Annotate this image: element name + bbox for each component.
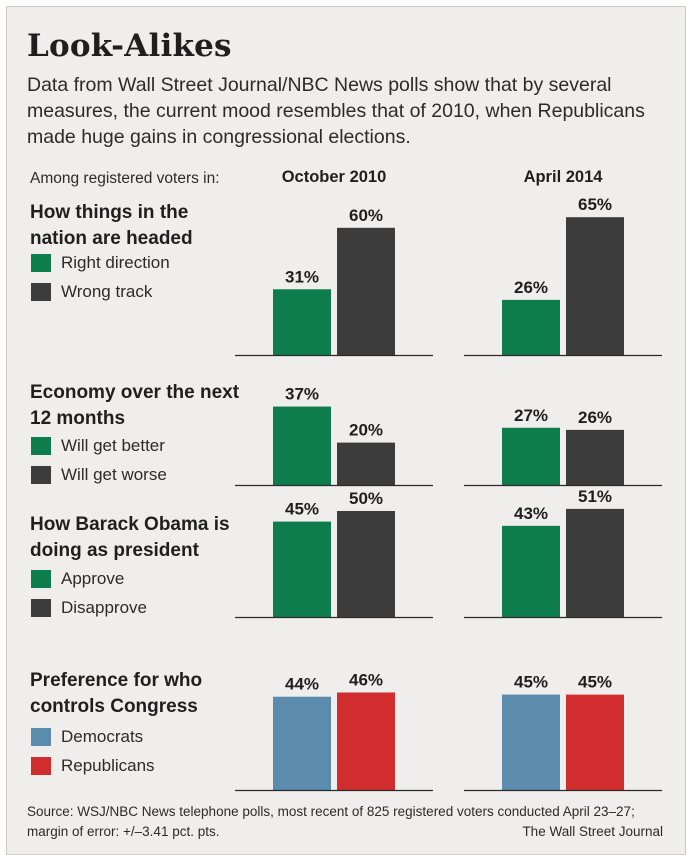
column-header-april-2014: April 2014 xyxy=(523,168,603,186)
bar-right-direction-october-2010 xyxy=(273,289,331,355)
panel-title-nation-direction: How things in the nation are headed xyxy=(30,202,193,249)
bar-will-get-better-october-2010 xyxy=(273,406,331,485)
data-label-will-get-better-october-2010: 37% xyxy=(285,385,319,404)
legend-swatch xyxy=(31,466,51,484)
data-label-wrong-track-april-2014: 65% xyxy=(578,195,612,214)
bar-republicans-april-2014 xyxy=(566,694,624,790)
chart-title: Look-Alikes xyxy=(27,28,232,64)
legend-swatch xyxy=(31,437,51,455)
data-label-right-direction-april-2014: 26% xyxy=(514,278,548,297)
among-label: Among registered voters in: xyxy=(30,170,220,187)
legend-label: Wrong track xyxy=(61,282,153,301)
bar-wrong-track-april-2014 xyxy=(566,217,624,355)
legend-item-democrats: Democrats xyxy=(31,726,143,748)
data-label-democrats-october-2010: 44% xyxy=(285,675,319,694)
legend-label: Republicans xyxy=(61,756,155,775)
data-label-right-direction-october-2010: 31% xyxy=(285,267,319,286)
data-label-republicans-october-2010: 46% xyxy=(349,670,383,689)
legend-swatch xyxy=(31,599,51,617)
legend-label: Right direction xyxy=(61,253,170,272)
legend-swatch xyxy=(31,728,51,746)
chart-footer: Source: WSJ/NBC News telephone polls, mo… xyxy=(27,802,667,842)
legend-swatch xyxy=(31,570,51,588)
bar-right-direction-april-2014 xyxy=(502,299,560,355)
legend-swatch xyxy=(31,757,51,775)
legend-label: Democrats xyxy=(61,727,144,746)
data-label-disapprove-october-2010: 50% xyxy=(349,489,383,508)
legend-item-right-direction: Right direction xyxy=(31,252,170,274)
legend-item-will-get-worse: Will get worse xyxy=(31,464,167,486)
bar-democrats-april-2014 xyxy=(502,694,560,790)
panel-title-economy: Economy over the next 12 months xyxy=(30,382,240,429)
legend-label: Will get worse xyxy=(61,465,167,484)
legend-item-disapprove: Disapprove xyxy=(31,597,147,619)
bar-approve-october-2010 xyxy=(273,521,331,617)
data-label-will-get-better-april-2014: 27% xyxy=(514,406,548,425)
bar-approve-april-2014 xyxy=(502,525,560,617)
data-label-approve-october-2010: 45% xyxy=(285,500,319,519)
bar-will-get-better-april-2014 xyxy=(502,427,560,485)
legend-swatch xyxy=(31,283,51,301)
legend-item-republicans: Republicans xyxy=(31,755,155,777)
legend-item-wrong-track: Wrong track xyxy=(31,281,152,303)
bar-wrong-track-october-2010 xyxy=(337,227,395,355)
bar-will-get-worse-october-2010 xyxy=(337,442,395,485)
legend-label: Approve xyxy=(61,569,125,588)
bar-will-get-worse-april-2014 xyxy=(566,429,624,485)
data-label-will-get-worse-april-2014: 26% xyxy=(578,408,612,427)
data-label-wrong-track-october-2010: 60% xyxy=(349,206,383,225)
legend-label: Will get better xyxy=(61,436,165,455)
panel-title-congress-preference: Preference for who controls Congress xyxy=(30,670,203,717)
legend-item-approve: Approve xyxy=(31,568,124,590)
bar-democrats-october-2010 xyxy=(273,696,331,790)
data-label-democrats-april-2014: 45% xyxy=(514,673,548,692)
bar-republicans-october-2010 xyxy=(337,692,395,790)
data-label-disapprove-april-2014: 51% xyxy=(578,487,612,506)
bar-disapprove-october-2010 xyxy=(337,511,395,617)
source-note: Source: WSJ/NBC News telephone polls, mo… xyxy=(27,804,635,839)
data-label-republicans-april-2014: 45% xyxy=(578,673,612,692)
data-label-will-get-worse-october-2010: 20% xyxy=(349,421,383,440)
chart-subtitle: Data from Wall Street Journal/NBC News p… xyxy=(27,74,645,148)
legend-label: Disapprove xyxy=(61,598,147,617)
legend-swatch xyxy=(31,254,51,272)
legend-item-will-get-better: Will get better xyxy=(31,435,165,457)
credit-line: The Wall Street Journal xyxy=(522,824,663,839)
panel-title-obama-approval: How Barack Obama is doing as president xyxy=(30,514,230,561)
data-label-approve-april-2014: 43% xyxy=(514,504,548,523)
column-header-october-2010: October 2010 xyxy=(281,168,387,186)
bar-disapprove-april-2014 xyxy=(566,508,624,617)
